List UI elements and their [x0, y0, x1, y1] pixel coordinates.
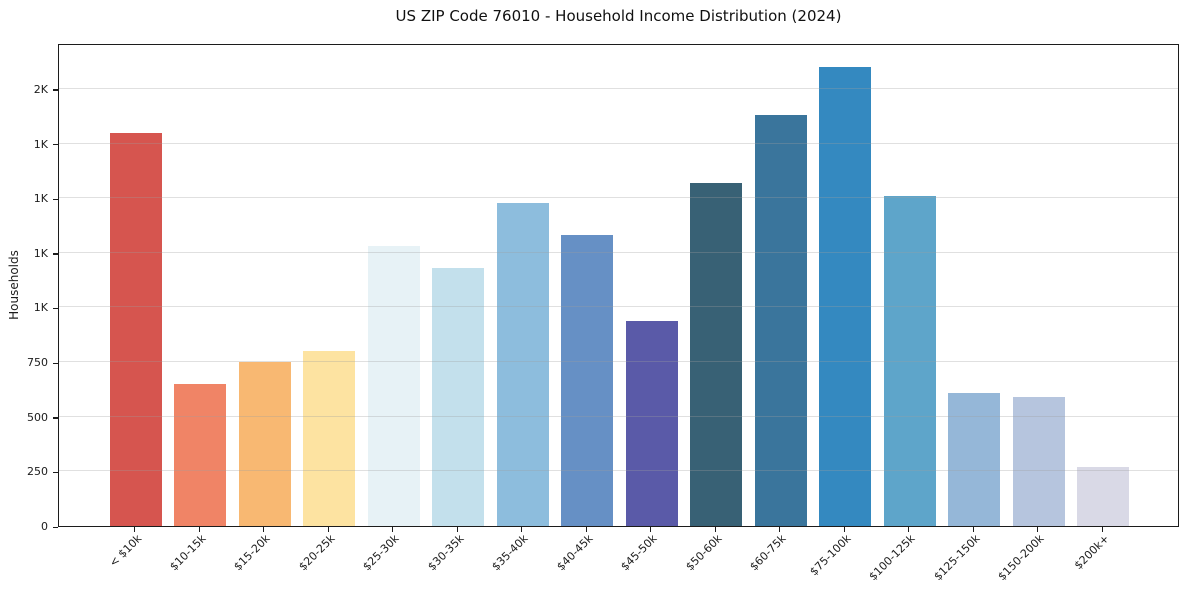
- x-tick-mark: [1037, 527, 1039, 532]
- x-tick-label: < $10k: [106, 532, 144, 570]
- x-tick-mark: [134, 527, 136, 532]
- x-tick-label: $100-125k: [866, 532, 918, 584]
- y-tick-label: 2K: [33, 82, 48, 96]
- x-tick-mark: [456, 527, 458, 532]
- y-tick-label: 500: [27, 410, 48, 424]
- bar-9: [690, 182, 743, 526]
- y-tick-mark: [53, 526, 58, 528]
- bar-2: [238, 362, 291, 526]
- x-tick-mark: [585, 527, 587, 532]
- chart-title: US ZIP Code 76010 - Household Income Dis…: [395, 7, 842, 25]
- y-tick-mark: [53, 89, 58, 91]
- x-tick-label: $15-20k: [231, 532, 273, 574]
- x-tick-label: $60-75k: [747, 532, 789, 574]
- y-tick-label: 0: [41, 520, 48, 533]
- x-tick-label-wrap: $35-40k: [322, 532, 531, 573]
- x-tick-label-wrap: $150-200k: [838, 532, 1047, 583]
- bar-3: [303, 351, 356, 526]
- bar-5: [432, 268, 485, 526]
- x-tick-label: $150-200k: [995, 532, 1047, 584]
- x-tick-mark: [714, 527, 716, 532]
- x-tick-label: $45-50k: [618, 532, 660, 574]
- y-tick-mark: [53, 253, 58, 255]
- y-tick-label: 750: [27, 356, 48, 370]
- x-tick-mark: [392, 527, 394, 532]
- x-tick-label: $50-60k: [683, 532, 725, 574]
- x-tick-label-wrap: $200k+: [902, 532, 1111, 572]
- bar-1: [174, 383, 227, 526]
- y-tick-label: 250: [27, 465, 48, 479]
- x-tick-mark: [972, 527, 974, 532]
- x-tick-label: $200k+: [1071, 532, 1112, 573]
- x-tick-label-wrap: $125-150k: [773, 532, 982, 583]
- x-tick-label-wrap: $45-50k: [451, 532, 660, 573]
- gridline: [59, 251, 1178, 253]
- bar-4: [367, 246, 420, 526]
- x-tick-mark: [650, 527, 652, 532]
- x-tick-label: $30-35k: [425, 532, 467, 574]
- bar-15: [1077, 467, 1130, 526]
- x-tick-label-wrap: $60-75k: [580, 532, 789, 573]
- bar-7: [561, 235, 614, 526]
- bar-6: [496, 202, 549, 526]
- gridline: [59, 142, 1178, 144]
- y-tick-mark: [53, 417, 58, 419]
- bar-8: [625, 320, 678, 526]
- y-tick-mark: [53, 144, 58, 146]
- y-tick-mark: [53, 362, 58, 364]
- x-tick-mark: [263, 527, 265, 532]
- x-tick-label: $20-25k: [296, 532, 338, 574]
- x-tick-label: $25-30k: [360, 532, 402, 574]
- x-tick-label-wrap: $40-45k: [386, 532, 595, 573]
- gridline: [59, 470, 1178, 472]
- bar-10: [754, 115, 807, 526]
- bar-11: [819, 67, 872, 526]
- bar-12: [883, 196, 936, 526]
- x-tick-label: $75-100k: [807, 532, 854, 579]
- x-tick-label-wrap: $100-125k: [709, 532, 918, 583]
- x-tick-mark: [908, 527, 910, 532]
- y-tick-label: 1K: [33, 301, 48, 315]
- y-tick-label: 1K: [33, 137, 48, 151]
- x-tick-mark: [198, 527, 200, 532]
- x-tick-label-wrap: $75-100k: [644, 532, 853, 578]
- x-tick-mark: [521, 527, 523, 532]
- x-tick-label: $10-15k: [167, 532, 209, 574]
- bar-14: [1012, 397, 1065, 526]
- x-tick-label: $40-45k: [554, 532, 596, 574]
- y-tick-label: 1K: [33, 192, 48, 206]
- x-tick-mark: [327, 527, 329, 532]
- x-tick-label-wrap: < $10k: [0, 532, 144, 570]
- y-tick-mark: [53, 198, 58, 200]
- x-tick-label-wrap: $10-15k: [0, 532, 208, 573]
- x-tick-mark: [779, 527, 781, 532]
- x-tick-label-wrap: $20-25k: [128, 532, 337, 573]
- x-tick-label-wrap: $25-30k: [193, 532, 402, 573]
- x-tick-label-wrap: $50-60k: [515, 532, 724, 573]
- plot-area: [58, 44, 1179, 527]
- gridline: [59, 415, 1178, 417]
- x-tick-mark: [843, 527, 845, 532]
- x-tick-label-wrap: $15-20k: [64, 532, 273, 573]
- x-tick-mark: [1101, 527, 1103, 532]
- gridline: [59, 87, 1178, 89]
- gridline: [59, 361, 1178, 363]
- y-tick-mark: [53, 471, 58, 474]
- bar-0: [109, 132, 162, 526]
- x-tick-label-wrap: $30-35k: [257, 532, 466, 573]
- gridline: [59, 197, 1178, 199]
- x-tick-label: $125-150k: [931, 532, 983, 584]
- bar-13: [948, 392, 1001, 526]
- x-tick-label: $35-40k: [489, 532, 531, 574]
- y-tick-mark: [53, 307, 58, 310]
- gridline: [59, 306, 1178, 308]
- y-tick-label: 1K: [33, 246, 48, 260]
